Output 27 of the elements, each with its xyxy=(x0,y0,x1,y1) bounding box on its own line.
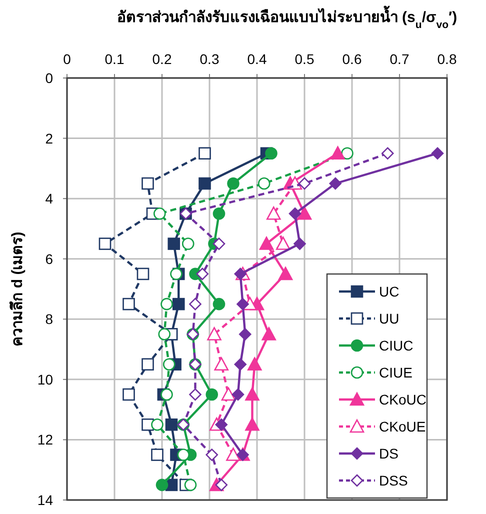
x-tick-label: 0.4 xyxy=(247,51,267,67)
x-tick-label: 0.7 xyxy=(390,51,410,67)
y-tick-label: 2 xyxy=(45,130,54,146)
x-tick-label: 0.2 xyxy=(152,51,172,67)
legend-label: CIUE xyxy=(379,364,412,380)
x-tick-label: 0.3 xyxy=(200,51,220,67)
legend-label: UC xyxy=(379,284,400,300)
legend-label: CKoUE xyxy=(379,418,426,434)
legend-label: CIUC xyxy=(379,338,414,354)
y-tick-label: 0 xyxy=(45,70,54,86)
x-tick-label: 0 xyxy=(63,51,72,67)
x-tick-label: 0.6 xyxy=(342,51,362,67)
legend-label: UU xyxy=(379,310,400,326)
x-tick-label: 0.5 xyxy=(294,51,314,67)
legend-label: DSS xyxy=(379,472,408,488)
x-tick-label: 0.8 xyxy=(437,51,457,67)
y-tick-label: 14 xyxy=(37,492,54,508)
y-tick-label: 4 xyxy=(45,190,54,207)
y-tick-label: 6 xyxy=(45,250,54,267)
y-axis-title: ความลึก d (เมตร) xyxy=(8,232,26,346)
y-tick-label: 12 xyxy=(37,432,54,448)
x-tick-label: 0.1 xyxy=(104,51,124,67)
legend-label: DS xyxy=(379,446,398,462)
y-tick-label: 10 xyxy=(37,371,54,388)
y-tick-label: 8 xyxy=(45,311,54,328)
x-axis-title: อัตราส่วนกำลังรับแรงเฉือนแบบไม่ระบายน้ำ (s$_{u}$/σ$_{vo}$′) xyxy=(116,5,458,31)
legend-label: CKoUC xyxy=(379,392,426,408)
